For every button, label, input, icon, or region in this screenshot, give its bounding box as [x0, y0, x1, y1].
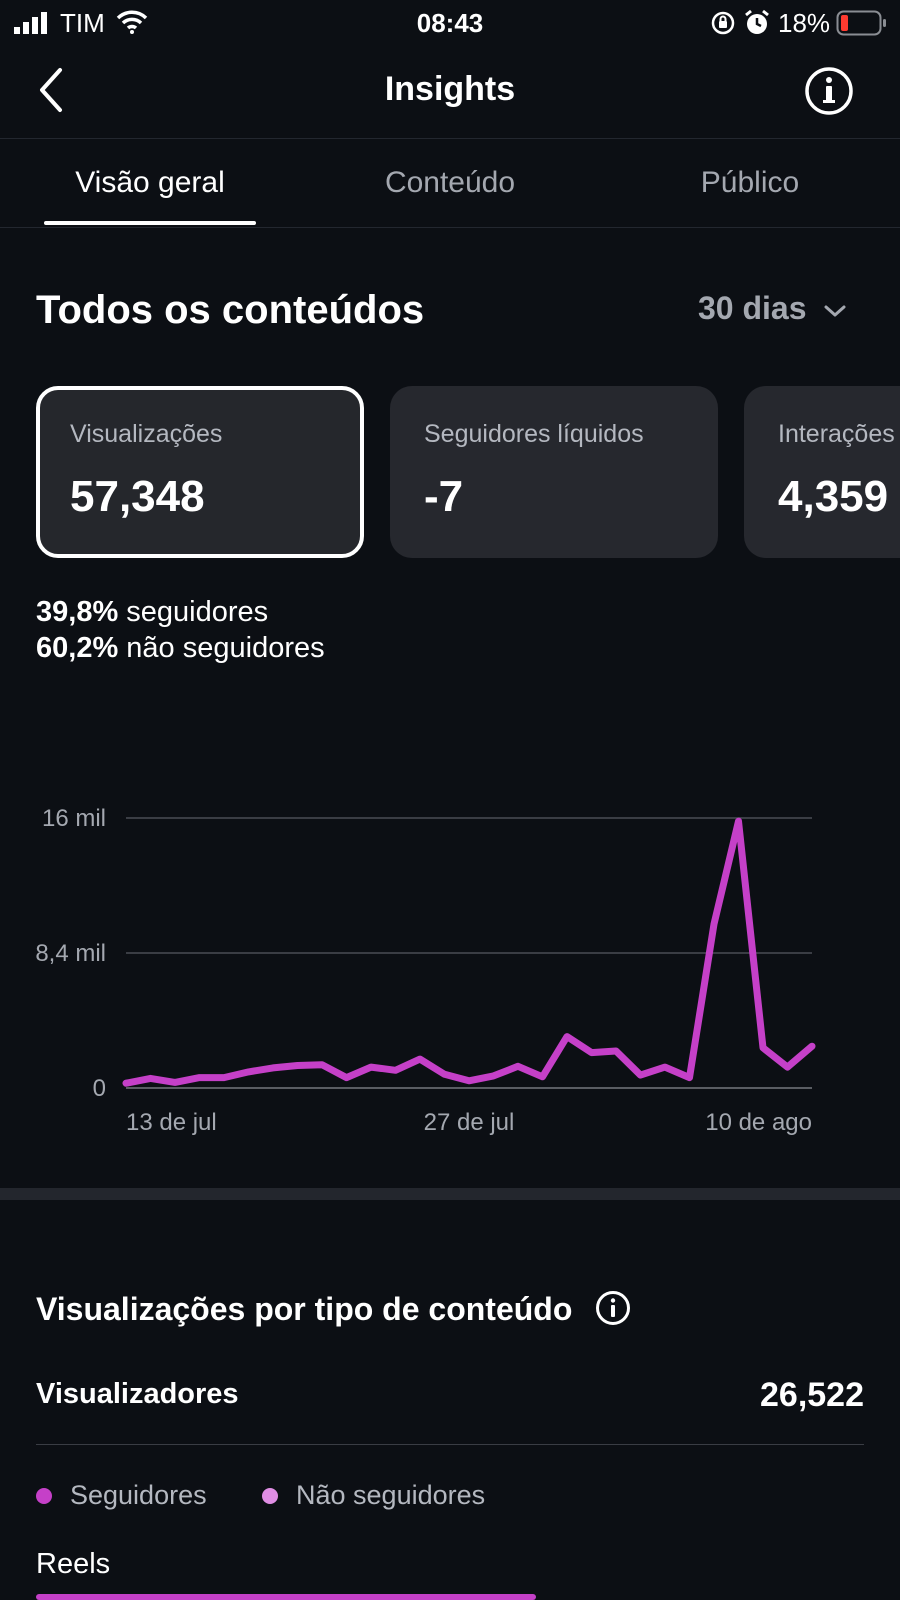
split-followers-text: seguidores	[126, 596, 269, 628]
y-tick-label: 8,4 mil	[35, 940, 106, 967]
date-range-selector[interactable]: 30 dias	[698, 290, 847, 327]
carrier-name: TIM	[60, 8, 105, 38]
metric-value: -7	[424, 472, 464, 521]
metric-value: 57,348	[70, 472, 205, 521]
orientation-lock-icon	[711, 11, 735, 35]
tab-publico[interactable]: Público	[700, 166, 800, 199]
viewers-value: 26,522	[760, 1376, 864, 1414]
metric-card-seguidores-liquidos[interactable]: Seguidores líquidos -7	[390, 386, 718, 558]
y-tick-label: 0	[93, 1075, 106, 1102]
active-tab-indicator	[44, 221, 256, 225]
tabs-divider	[0, 227, 900, 228]
status-bar: TIM 08:43 18%	[0, 0, 900, 46]
x-tick-label: 10 de ago	[705, 1109, 812, 1136]
x-tick-label: 27 de jul	[424, 1109, 515, 1136]
row-divider	[36, 1444, 864, 1445]
y-tick-label: 16 mil	[42, 805, 106, 832]
reels-bar	[36, 1594, 536, 1600]
split-non-followers-pct: 60,2%	[36, 632, 119, 664]
wifi-icon	[116, 10, 148, 34]
legend-dot-non-followers	[262, 1488, 278, 1504]
tab-conteudo[interactable]: Conteúdo	[384, 166, 516, 199]
content-type-title: Visualizações por tipo de conteúdo	[36, 1290, 631, 1328]
section-title: Todos os conteúdos	[36, 288, 425, 332]
header-divider	[0, 138, 900, 139]
content-type-title-text: Visualizações por tipo de conteúdo	[36, 1291, 573, 1327]
battery-icon	[836, 10, 886, 36]
section-separator	[0, 1188, 900, 1200]
metric-label: Interações	[778, 420, 895, 448]
reels-label: Reels	[36, 1548, 111, 1580]
x-tick-label: 13 de jul	[126, 1109, 217, 1136]
legend-dot-followers	[36, 1488, 52, 1504]
tab-visao-geral[interactable]: Visão geral	[75, 166, 225, 199]
legend-non-followers: Não seguidores	[296, 1480, 486, 1510]
metric-label: Visualizações	[70, 420, 223, 448]
battery-percentage: 18%	[778, 8, 831, 38]
alarm-icon	[745, 9, 769, 34]
split-non-followers-text: não seguidores	[126, 632, 325, 664]
metric-card-visualizacoes[interactable]: Visualizações 57,348	[36, 386, 364, 558]
split-followers-pct: 39,8%	[36, 596, 119, 628]
metric-label: Seguidores líquidos	[424, 420, 644, 448]
info-icon[interactable]	[804, 66, 854, 116]
signal-icon	[14, 12, 47, 34]
chevron-down-icon	[824, 305, 846, 317]
page-title: Insights	[384, 70, 516, 108]
viewers-label: Visualizadores	[36, 1378, 239, 1410]
series-line-views	[122, 817, 816, 1087]
views-line-chart: 0 8,4 mil 16 mil 13 de jul 27 de jul 10 de ag…	[35, 805, 816, 1136]
date-range-label: 30 dias	[698, 290, 807, 326]
metric-value: 4,359	[778, 472, 889, 521]
split-followers: 39,8% seguidores	[36, 596, 268, 629]
clock-time: 08:43	[416, 8, 484, 38]
legend-followers: Seguidores	[70, 1480, 207, 1510]
split-non-followers: 60,2% não seguidores	[36, 632, 325, 665]
info-icon[interactable]	[595, 1290, 631, 1326]
metric-card-interacoes[interactable]: Interações 4,359	[744, 386, 900, 558]
back-arrow-icon[interactable]	[36, 66, 66, 114]
